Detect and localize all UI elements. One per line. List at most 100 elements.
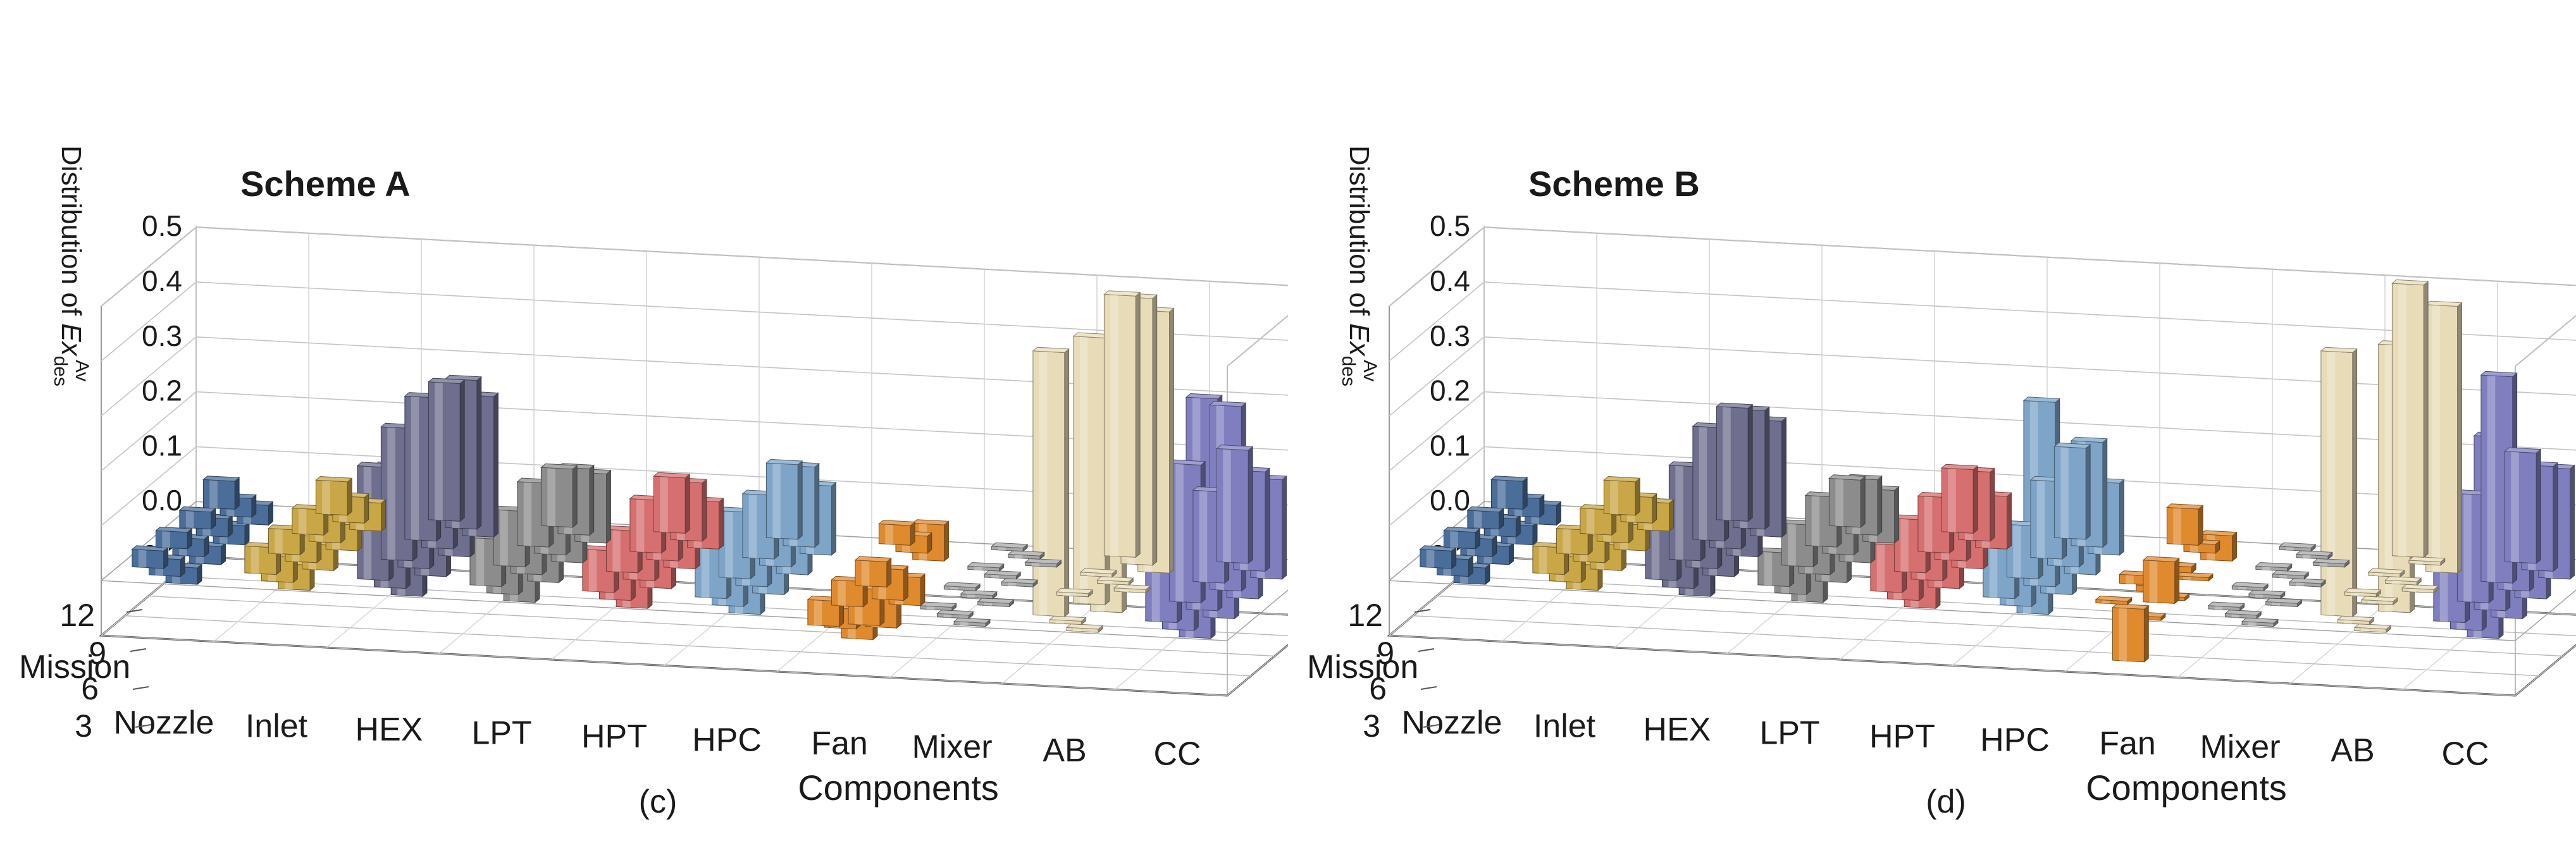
bar-mixer-6: [2289, 579, 2325, 587]
z-tick-label: 0.5: [1430, 209, 1470, 242]
bar-mixer-3: [1025, 558, 1062, 567]
bar-ab-4: [2369, 568, 2405, 577]
category-label-inlet: Inlet: [245, 708, 308, 744]
category-label-ab: AB: [2331, 732, 2374, 769]
category-label-inlet: Inlet: [1533, 708, 1596, 744]
y-axis-label: Distribution of ExdesAv: [50, 145, 92, 386]
z-tick-label: 0.0: [1430, 484, 1470, 517]
bar-ab-2: [2409, 556, 2445, 565]
category-label-hex: HEX: [356, 711, 423, 748]
category-label-lpt: LPT: [471, 715, 531, 751]
bar-ab-10: [1033, 347, 1069, 617]
mission-tick-label: 12: [59, 598, 95, 633]
category-label-fan: Fan: [2099, 725, 2156, 762]
bar-hpc-1: [2054, 443, 2090, 539]
z-tick-label: 0.4: [1430, 264, 1470, 297]
bar-fan-6: [2177, 572, 2213, 581]
bar-ab-11: [2338, 616, 2374, 625]
bar-nozzle-4: [180, 507, 216, 529]
bar-mixer-7: [2232, 582, 2268, 591]
category-label-hex: HEX: [1644, 711, 1711, 748]
bar-mixer-5: [985, 570, 1021, 579]
z-tick-label: 0.0: [142, 484, 182, 517]
bar-mixer-12: [2242, 618, 2278, 627]
z-axis-ticks: 0.50.40.30.20.10.0-0.1: [1420, 209, 1470, 572]
category-label-cc: CC: [2441, 735, 2489, 772]
scheme-label: Scheme B: [1528, 164, 1700, 204]
bar-fan-1: [2167, 504, 2203, 546]
x-axis-ticks: Nozzle Inlet HEX LPT HPT HPC Fan Mixer AB CC: [1402, 704, 2489, 773]
mission-axis-label: Mission: [1307, 649, 1418, 685]
category-label-nozzle: Nozzle: [114, 704, 214, 741]
category-label-hpt: HPT: [1869, 718, 1935, 755]
z-axis-ticks: 0.50.40.30.20.10.0-0.1: [132, 209, 182, 572]
bar-cc-1: [1217, 445, 1253, 563]
bar-fan-11: [2113, 604, 2149, 662]
bar-hpt-1: [653, 472, 690, 533]
bar-nozzle-1: [203, 476, 239, 510]
bar-ab-10: [2321, 347, 2357, 617]
chart-panel-d: 0.50.40.30.20.10.0-0.1Distribution of Ex…: [1288, 0, 2576, 845]
category-label-mixer: Mixer: [2200, 728, 2280, 765]
bar-inlet-1: [1604, 477, 1640, 515]
bar-mixer-6: [1001, 579, 1037, 587]
bar-ab-6: [1114, 584, 1150, 593]
category-label-hpc: HPC: [1980, 722, 2050, 758]
bar-mixer-11: [938, 610, 974, 619]
mission-tick-label: 3: [75, 708, 92, 744]
bar-ab-3: [2426, 301, 2462, 573]
bar-mixer-10: [2208, 602, 2245, 611]
chart-svg: 0.50.40.30.20.10.0-0.1Distribution of Ex…: [0, 0, 1288, 845]
bar-ab-11: [1050, 616, 1086, 625]
bar-mixer-1: [991, 543, 1027, 551]
bar-fan-1: [879, 520, 915, 546]
bar-ab-1: [2392, 280, 2428, 557]
bar-mixer-1: [2279, 543, 2315, 551]
bar-mixer-8: [961, 590, 997, 599]
bar-mixer-7: [944, 582, 980, 591]
panel-label: (c): [639, 783, 678, 820]
bar-hpt-1: [1941, 464, 1978, 533]
bar-mixer-8: [2249, 590, 2285, 599]
category-label-nozzle: Nozzle: [1402, 704, 1502, 741]
bar-ab-1: [1104, 291, 1140, 558]
bar-inlet-1: [316, 477, 352, 515]
z-tick-label: 0.3: [142, 319, 182, 352]
bar-nozzle-7: [156, 527, 192, 548]
bar-nozzle-10: [132, 546, 168, 568]
category-label-cc: CC: [1153, 735, 1201, 772]
x-axis-label: Components: [798, 768, 999, 808]
bar-mixer-4: [968, 563, 1004, 572]
bar-mixer-4: [2256, 563, 2292, 572]
category-label-lpt: LPT: [1759, 715, 1819, 751]
bar-fan-10: [2096, 596, 2132, 605]
chart-svg: 0.50.40.30.20.10.0-0.1Distribution of Ex…: [1288, 0, 2576, 845]
z-tick-label: 0.4: [142, 264, 182, 297]
z-tick-label: 0.1: [142, 429, 182, 462]
category-label-hpt: HPT: [581, 718, 647, 755]
bar-mixer-2: [1008, 551, 1044, 560]
bar-hex-1: [428, 378, 464, 521]
category-label-mixer: Mixer: [912, 728, 992, 765]
bar-hex-1: [1716, 403, 1752, 521]
bar-mixer-12: [954, 618, 990, 627]
bar-nozzle-4: [1468, 507, 1504, 529]
bar-lpt-1: [1829, 475, 1865, 527]
bar-ab-12: [2355, 624, 2391, 633]
bar-ab-12: [1067, 624, 1103, 633]
bar-mixer-2: [2296, 551, 2332, 560]
scheme-label: Scheme A: [240, 164, 411, 204]
bar-ab-5: [1098, 577, 1134, 586]
bar-mixer-5: [2273, 570, 2309, 579]
z-tick-label: 0.1: [1430, 429, 1470, 462]
y-axis-label: Distribution of ExdesAv: [1338, 145, 1380, 386]
bar-cc-1: [2505, 448, 2541, 563]
mission-tick-label: 3: [1363, 708, 1380, 744]
bar-ab-4: [1081, 568, 1117, 577]
bar-ab-6: [2402, 584, 2438, 593]
z-tick-label: 0.3: [1430, 319, 1470, 352]
bar-fan-4: [2143, 556, 2179, 603]
bar-nozzle-1: [1491, 476, 1527, 510]
bar-hpc-1: [766, 459, 802, 539]
